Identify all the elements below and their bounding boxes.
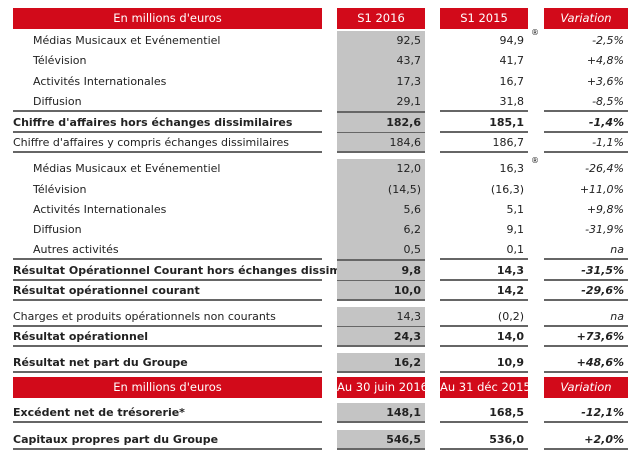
value-previous: 186,7 [440, 133, 528, 153]
value-current: (14,5) [337, 180, 425, 201]
row-label: Activités Internationales [33, 75, 167, 88]
value-previous: (16,3) [490, 183, 524, 196]
value-variation: na [544, 240, 628, 260]
value-variation: -31,5% [544, 261, 628, 281]
row-label: Chiffre d'affaires hors échanges dissimi… [13, 113, 322, 133]
row-label: Activités Internationales [33, 203, 167, 216]
value-variation: +73,6% [544, 327, 628, 347]
value-previous: (0,2) [440, 307, 528, 327]
value-current: 9,8 [337, 261, 425, 282]
row-label: Diffusion [33, 223, 82, 236]
value-current: 43,7 [337, 51, 425, 72]
value-previous: 185,1 [440, 113, 528, 133]
value-previous: 14,2 [440, 281, 528, 301]
row-label: Télévision [33, 54, 87, 67]
header-unit: En millions d'euros [13, 377, 322, 398]
row-label: Capitaux propres part du Groupe [13, 430, 322, 450]
value-current: 5,6 [337, 200, 425, 221]
row-label: Chiffre d'affaires y compris échanges di… [13, 133, 322, 153]
value-current: 24,3 [337, 327, 425, 347]
value-variation: +48,6% [544, 353, 628, 373]
header-unit: En millions d'euros [13, 8, 322, 29]
value-current: 14,3 [337, 307, 425, 328]
row-label: Résultat net part du Groupe [13, 353, 322, 373]
value-current: 12,0 [337, 159, 425, 180]
row-label: Médias Musicaux et Evénementiel [33, 162, 221, 175]
value-previous: 9,1 [506, 223, 525, 236]
row-label: Autres activités [13, 240, 322, 260]
value-previous: 41,7 [499, 54, 525, 67]
value-variation: +3,6% [586, 75, 624, 88]
value-previous: 14,0 [440, 327, 528, 347]
row-label: Médias Musicaux et Evénementiel [33, 34, 221, 47]
value-current: 184,6 [337, 133, 425, 153]
value-current: 546,5 [337, 430, 425, 450]
row-label: Résultat Opérationnel Courant hors échan… [13, 261, 379, 281]
value-variation: -29,6% [544, 281, 628, 301]
value-variation: +11,0% [579, 183, 624, 196]
value-previous: 94,9 [499, 34, 525, 47]
value-variation: na [544, 307, 628, 327]
header-dec-2015: Au 31 déc 2015 [440, 377, 531, 398]
value-variation: -31,9% [585, 223, 624, 236]
value-variation: -12,1% [544, 403, 628, 423]
header-s1-2016: S1 2016 [337, 8, 425, 29]
value-previous: 10,9 [440, 353, 528, 373]
value-variation: +4,8% [586, 54, 624, 67]
value-previous: 0,1 [440, 240, 528, 260]
value-variation: -1,4% [544, 113, 628, 133]
value-previous: 31,8 [440, 92, 528, 112]
row-label: Résultat opérationnel courant [13, 281, 322, 301]
value-variation: -1,1% [544, 133, 628, 153]
header-s1-2015: S1 2015 [440, 8, 528, 29]
value-variation: -2,5% [592, 34, 624, 47]
value-current: 148,1 [337, 403, 425, 423]
registered-note: ® [531, 156, 539, 165]
value-previous: 16,7 [499, 75, 525, 88]
header-variation: Variation [544, 377, 628, 398]
value-current: 182,6 [337, 113, 425, 134]
value-variation: -26,4% [585, 162, 624, 175]
value-previous: 536,0 [440, 430, 528, 450]
value-current: 29,1 [337, 92, 425, 113]
registered-note: ® [531, 28, 539, 37]
value-previous: 16,3 [499, 162, 525, 175]
row-label: Résultat opérationnel [13, 327, 322, 347]
value-previous: 14,3 [440, 261, 528, 281]
row-label: Télévision [33, 183, 87, 196]
value-variation: +9,8% [586, 203, 624, 216]
row-label: Charges et produits opérationnels non co… [13, 307, 322, 327]
header-june-2016: Au 30 juin 2016 [337, 377, 428, 398]
value-previous: 5,1 [506, 203, 525, 216]
value-current: 10,0 [337, 281, 425, 301]
value-previous: 168,5 [440, 403, 528, 423]
value-current: 0,5 [337, 240, 425, 261]
header-variation: Variation [544, 8, 628, 29]
row-label: Diffusion [13, 92, 322, 112]
value-current: 17,3 [337, 72, 425, 93]
row-label: Excédent net de trésorerie* [13, 403, 322, 423]
value-current: 16,2 [337, 353, 425, 373]
value-variation: -8,5% [544, 92, 628, 112]
value-variation: +2,0% [544, 430, 628, 450]
value-current: 92,5 [337, 31, 425, 52]
value-current: 6,2 [337, 220, 425, 241]
